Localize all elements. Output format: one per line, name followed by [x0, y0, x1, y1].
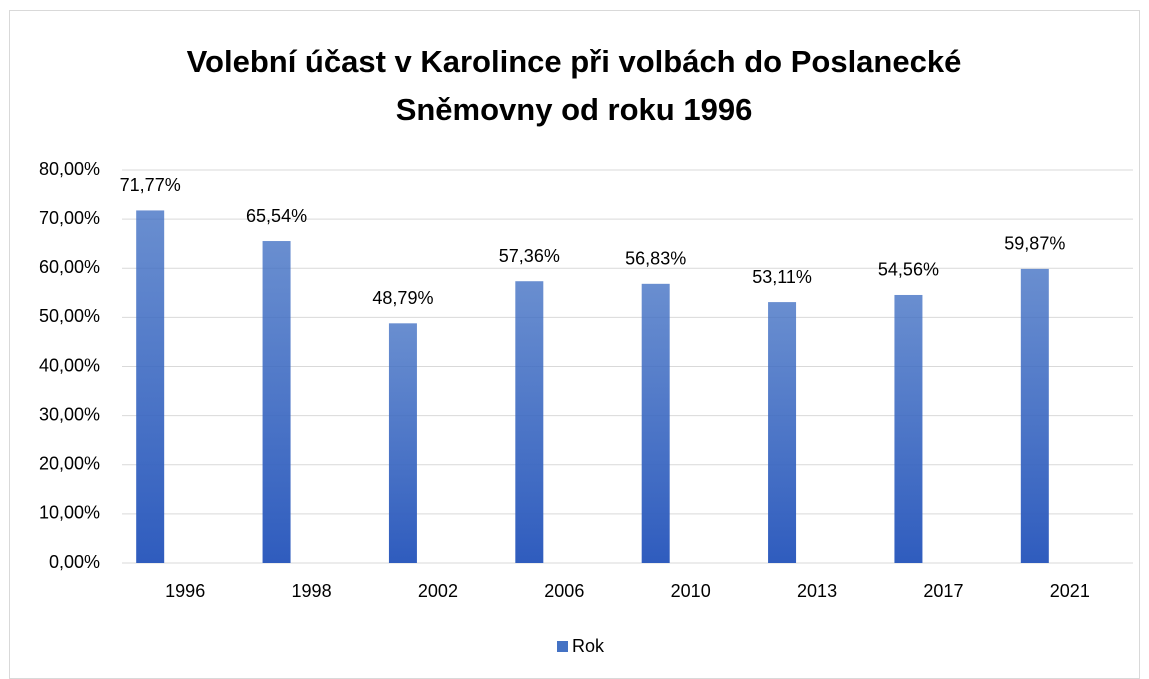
x-tick-label: 1998 [292, 581, 332, 601]
y-tick-label: 40,00% [39, 355, 100, 375]
y-tick-label: 10,00% [39, 503, 100, 523]
bar [1020, 268, 1049, 563]
x-tick-label: 2002 [418, 581, 458, 601]
y-tick-label: 60,00% [39, 257, 100, 277]
x-tick-label: 2017 [923, 581, 963, 601]
y-tick-label: 30,00% [39, 404, 100, 424]
y-tick-label: 0,00% [49, 552, 100, 572]
data-label: 71,77% [120, 175, 181, 195]
x-tick-label: 2013 [797, 581, 837, 601]
legend-label: Rok [572, 636, 605, 656]
bar [262, 241, 291, 564]
y-tick-label: 20,00% [39, 454, 100, 474]
bar [136, 210, 165, 563]
x-tick-label: 2006 [544, 581, 584, 601]
y-tick-label: 70,00% [39, 208, 100, 228]
bar [768, 302, 797, 563]
data-label: 57,36% [499, 246, 560, 266]
bar [641, 283, 670, 563]
bar [515, 281, 544, 563]
chart-title: Volební účast v Karolince při volbách do… [186, 44, 962, 127]
data-label: 56,83% [625, 249, 686, 269]
data-label: 59,87% [1004, 234, 1065, 254]
bar [388, 323, 417, 563]
data-label: 54,56% [878, 260, 939, 280]
x-tick-label: 2021 [1050, 581, 1090, 601]
data-label: 65,54% [246, 206, 307, 226]
y-tick-label: 80,00% [39, 159, 100, 179]
legend-swatch [557, 641, 568, 652]
data-label: 48,79% [372, 288, 433, 308]
data-label: 53,11% [752, 267, 812, 287]
bar [894, 294, 923, 563]
x-tick-label: 1996 [165, 581, 205, 601]
y-tick-label: 50,00% [39, 306, 100, 326]
x-tick-label: 2010 [671, 581, 711, 601]
